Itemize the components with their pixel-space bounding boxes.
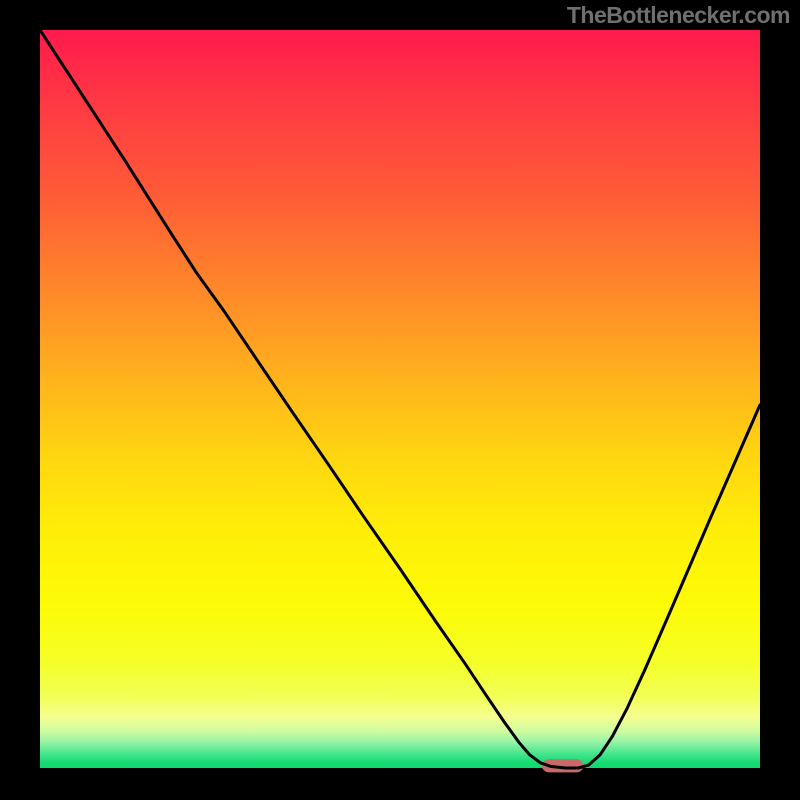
watermark-text: TheBottlenecker.com: [567, 2, 790, 29]
gradient-background: [40, 30, 760, 768]
bottleneck-chart: [0, 0, 800, 800]
